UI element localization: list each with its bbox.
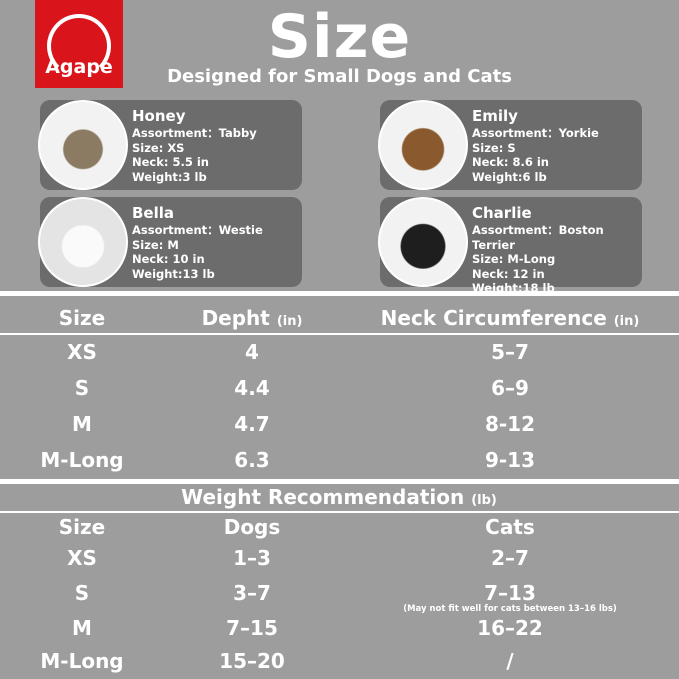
cats-fit-note: (May not fit well for cats between 13–16… <box>403 604 617 614</box>
pet-weight: Weight:6 lb <box>472 169 547 184</box>
size-cell: XS <box>67 340 97 364</box>
neck-cell: 8-12 <box>484 412 536 436</box>
brand-name: Agape <box>45 56 113 78</box>
kitten-photo-icon <box>38 100 128 190</box>
cats-cell: 7–13 <box>484 581 536 605</box>
divider <box>0 291 679 296</box>
neck-cell: 9-13 <box>484 448 536 472</box>
pet-weight: Weight:3 lb <box>132 169 207 184</box>
pet-weight: Weight:13 lb <box>132 266 215 281</box>
dogs-header: Dogs <box>223 515 281 539</box>
pet-name: Honey <box>132 107 186 125</box>
pet-assortment: Assortment：Westie <box>132 223 263 237</box>
pet-name: Bella <box>132 204 175 222</box>
neck-cell: 5–7 <box>491 340 529 364</box>
pet-name: Emily <box>472 107 518 125</box>
size-header: Size <box>58 515 106 539</box>
weight-title: Weight Recommendation (lb) <box>181 485 497 509</box>
dogs-cell: 7–15 <box>226 616 278 640</box>
westie-photo-icon <box>38 197 128 287</box>
depth-cell: 4 <box>245 340 259 364</box>
dogs-cell: 15–20 <box>219 649 285 673</box>
page-title: Size <box>267 2 412 72</box>
pet-name: Charlie <box>472 204 532 222</box>
divider <box>0 511 679 513</box>
depth-cell: 4.4 <box>234 376 270 400</box>
dogs-cell: 3–7 <box>233 581 271 605</box>
depth-cell: 6.3 <box>234 448 270 472</box>
size-cell: M-Long <box>40 649 124 673</box>
pet-size: Size: XS <box>132 140 185 155</box>
cats-cell: 2–7 <box>491 546 529 570</box>
dogs-cell: 1–3 <box>233 546 271 570</box>
size-cell: S <box>74 581 90 605</box>
pet-size: Size: M-Long <box>472 252 556 266</box>
neck-cell: 6–9 <box>491 376 529 400</box>
pet-size: Size: M <box>132 237 179 252</box>
hands-arc-icon <box>47 14 111 78</box>
terrier-photo-icon <box>378 197 468 287</box>
pet-assortment: Assortment：Yorkie <box>472 126 599 140</box>
depth-header: Depht (in) <box>201 306 303 330</box>
divider <box>0 333 679 335</box>
cats-cell: / <box>506 649 514 673</box>
pet-neck: Neck: 12 in <box>472 266 545 281</box>
yorkie-photo-icon <box>378 100 468 190</box>
depth-cell: 4.7 <box>234 412 270 436</box>
neck-header: Neck Circumference (in) <box>380 306 640 330</box>
pet-assortment: Assortment：Boston Terrier <box>472 223 604 252</box>
size-cell: M <box>72 412 92 436</box>
size-header: Size <box>58 306 106 330</box>
pet-neck: Neck: 10 in <box>132 252 205 266</box>
pet-neck: Neck: 8.6 in <box>472 155 549 169</box>
cats-header: Cats <box>485 515 535 539</box>
size-cell: S <box>74 376 90 400</box>
size-cell: M-Long <box>40 448 124 472</box>
divider <box>0 479 679 484</box>
size-cell: M <box>72 616 92 640</box>
agape-logo: Agape <box>35 0 123 88</box>
cats-cell: 16–22 <box>477 616 543 640</box>
page-subtitle: Designed for Small Dogs and Cats <box>167 66 512 87</box>
pet-assortment: Assortment：Tabby <box>132 126 257 140</box>
size-cell: XS <box>67 546 97 570</box>
pet-size: Size: S <box>472 140 516 155</box>
pet-neck: Neck: 5.5 in <box>132 155 209 169</box>
